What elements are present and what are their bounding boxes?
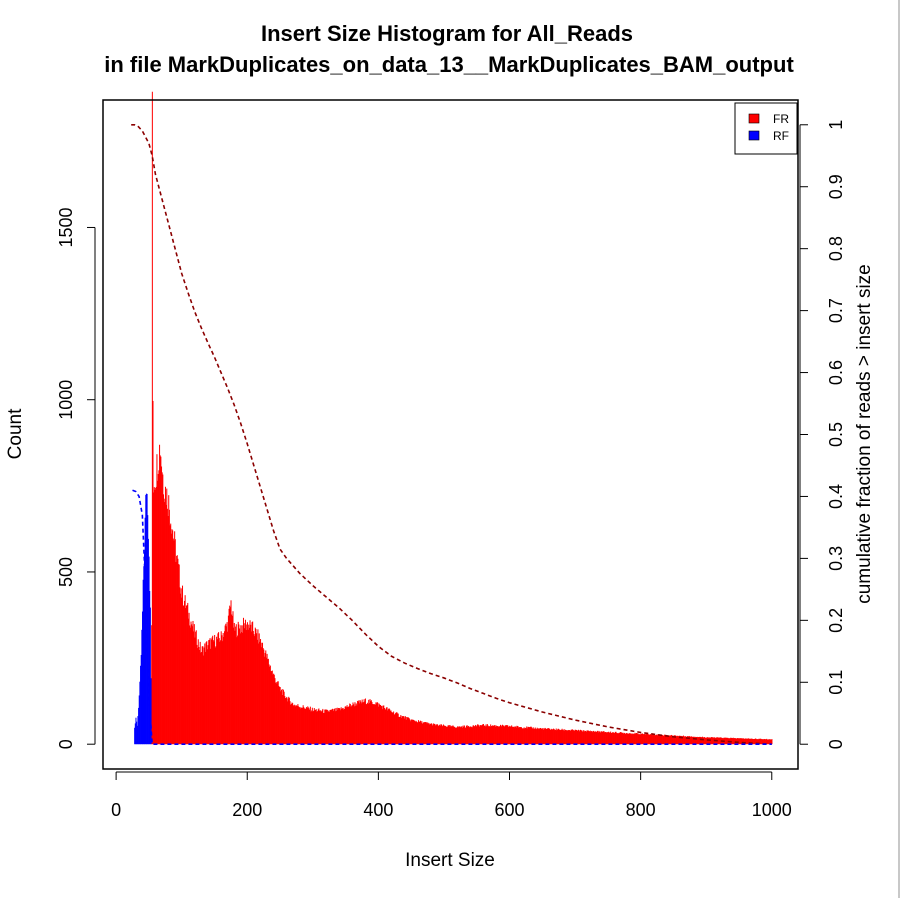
x-axis-tick-label: 1000 bbox=[752, 800, 792, 820]
y-axis-tick-label: 1500 bbox=[56, 207, 76, 247]
y-axis-tick-label: 0 bbox=[56, 739, 76, 749]
y-axis-tick-label: 500 bbox=[56, 557, 76, 587]
x-axis-tick-label: 0 bbox=[111, 800, 121, 820]
y2-axis-tick-label: 0.4 bbox=[826, 484, 846, 509]
y2-axis-tick-label: 0.9 bbox=[826, 174, 846, 199]
x-axis-tick-label: 200 bbox=[232, 800, 262, 820]
chart-title-line-1: Insert Size Histogram for All_Reads bbox=[261, 21, 633, 46]
y2-axis-tick-label: 1 bbox=[826, 120, 846, 130]
y2-axis-tick-label: 0.6 bbox=[826, 360, 846, 385]
y2-axis-tick-label: 0.8 bbox=[826, 236, 846, 261]
y-axis-label: Count bbox=[5, 408, 26, 459]
x-axis-tick-label: 400 bbox=[363, 800, 393, 820]
page-edge-divider bbox=[898, 0, 900, 898]
y2-axis-tick-label: 0.5 bbox=[826, 422, 846, 447]
legend-swatch-rf bbox=[749, 131, 759, 140]
y2-axis-tick-label: 0 bbox=[826, 739, 846, 749]
chart-title-line-2: in file MarkDuplicates_on_data_13__MarkD… bbox=[104, 52, 794, 77]
legend-label-fr: FR bbox=[773, 112, 789, 126]
y2-axis-label: cumulative fraction of reads > insert si… bbox=[854, 264, 875, 604]
x-axis-label: Insert Size bbox=[405, 850, 495, 871]
legend: FR RF bbox=[735, 103, 797, 154]
legend-label-rf: RF bbox=[773, 129, 789, 143]
y2-axis-tick-label: 0.7 bbox=[826, 298, 846, 323]
y2-axis-tick-label: 0.3 bbox=[826, 546, 846, 571]
x-axis-tick-label: 600 bbox=[494, 800, 524, 820]
y2-axis-tick-label: 0.2 bbox=[826, 608, 846, 633]
legend-swatch-fr bbox=[749, 114, 759, 123]
x-axis-tick-label: 800 bbox=[626, 800, 656, 820]
y-axis-tick-label: 1000 bbox=[56, 380, 76, 420]
y2-axis-tick-label: 0.1 bbox=[826, 670, 846, 695]
